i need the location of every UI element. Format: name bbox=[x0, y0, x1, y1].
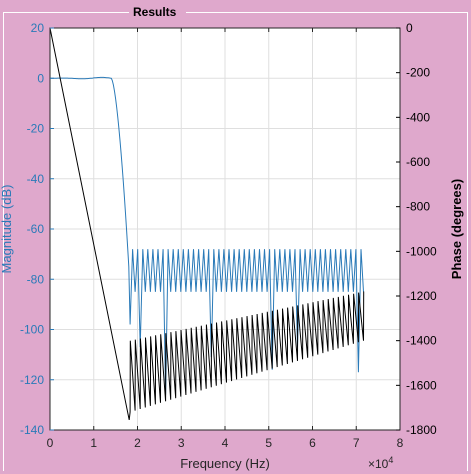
panel-border-top-right bbox=[186, 12, 468, 13]
y-right-tick-label-0: 0 bbox=[406, 21, 413, 35]
series-line-phase bbox=[49, 27, 365, 420]
y-left-tick-label-0: 20 bbox=[31, 21, 45, 35]
x-tick-label-3: 3 bbox=[178, 436, 185, 450]
tick-group: 0 1 2 3 4 5 6 7 8200-20-40-60-80-100-120-1400-20… bbox=[20, 21, 437, 450]
y-right-tick-label-5: -1000 bbox=[406, 244, 437, 258]
x-axis-label: Frequency (Hz) bbox=[180, 456, 270, 471]
panel-title: Results bbox=[133, 5, 177, 19]
panel-border-top-left bbox=[3, 12, 129, 13]
y-right-tick-label-9: -1800 bbox=[406, 423, 437, 437]
y-axis-label-left: Magnitude (dB) bbox=[0, 185, 14, 274]
panel-border-left bbox=[3, 12, 4, 471]
y-left-tick-label-1: 0 bbox=[37, 71, 44, 85]
y-right-tick-label-1: -200 bbox=[406, 66, 430, 80]
series-group bbox=[49, 27, 365, 420]
y-left-tick-label-5: -80 bbox=[27, 272, 45, 286]
x-axis-multiplier: ×104 bbox=[368, 455, 393, 471]
x-tick-label-6: 6 bbox=[309, 436, 316, 450]
y-left-tick-label-8: -140 bbox=[20, 423, 44, 437]
x-tick-label-2: 2 bbox=[134, 436, 141, 450]
x-tick-label-5: 5 bbox=[265, 436, 272, 450]
y-right-tick-label-3: -600 bbox=[406, 155, 430, 169]
x-tick-label-4: 4 bbox=[222, 436, 229, 450]
x-axis-multiplier-exponent: 4 bbox=[388, 455, 393, 465]
y-axis-label-right: Phase (degrees) bbox=[449, 179, 464, 279]
panel-border-right bbox=[467, 12, 468, 471]
y-right-tick-label-7: -1400 bbox=[406, 334, 437, 348]
y-left-tick-label-6: -100 bbox=[20, 323, 44, 337]
y-left-tick-label-7: -120 bbox=[20, 373, 44, 387]
y-left-tick-label-2: -20 bbox=[27, 122, 45, 136]
x-tick-label-0: 0 bbox=[47, 436, 54, 450]
y-left-tick-label-3: -40 bbox=[27, 172, 45, 186]
y-right-tick-label-8: -1600 bbox=[406, 378, 437, 392]
y-right-tick-label-6: -1200 bbox=[406, 289, 437, 303]
series-line-magnitude bbox=[49, 76, 364, 395]
x-tick-label-8: 8 bbox=[397, 436, 404, 450]
y-left-tick-label-4: -60 bbox=[27, 222, 45, 236]
x-tick-label-7: 7 bbox=[353, 436, 360, 450]
x-tick-label-1: 1 bbox=[90, 436, 97, 450]
y-right-tick-label-2: -400 bbox=[406, 110, 430, 124]
y-right-tick-label-4: -800 bbox=[406, 200, 430, 214]
